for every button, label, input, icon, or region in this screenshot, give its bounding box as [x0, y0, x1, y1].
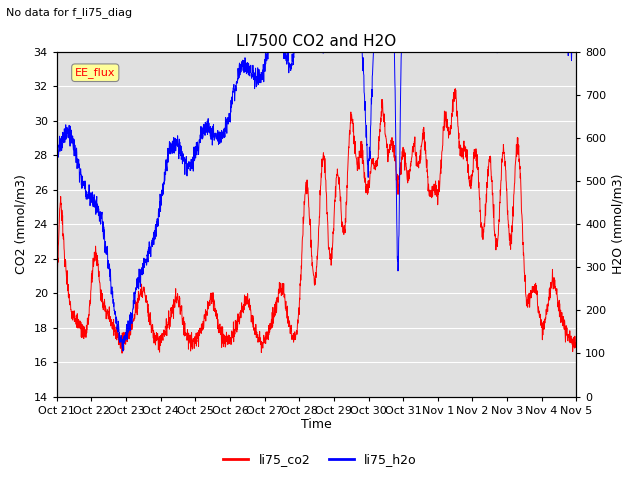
Title: LI7500 CO2 and H2O: LI7500 CO2 and H2O — [236, 34, 397, 49]
li75_h2o — [119, 348, 127, 354]
X-axis label: Time: Time — [301, 419, 332, 432]
li75_co2 — [451, 86, 459, 92]
Text: No data for f_li75_diag: No data for f_li75_diag — [6, 7, 132, 18]
li75_co2 — [572, 343, 580, 348]
li75_co2 — [468, 180, 476, 186]
li75_co2 — [541, 315, 549, 321]
li75_h2o — [572, 49, 580, 55]
li75_h2o — [332, 49, 340, 55]
li75_h2o — [343, 49, 351, 55]
li75_h2o — [468, 49, 476, 55]
Y-axis label: H2O (mmol/m3): H2O (mmol/m3) — [612, 174, 625, 275]
Legend: li75_co2, li75_h2o: li75_co2, li75_h2o — [218, 448, 422, 471]
Text: EE_flux: EE_flux — [75, 67, 115, 78]
li75_co2 — [332, 184, 339, 190]
li75_co2 — [527, 288, 534, 293]
li75_co2 — [118, 350, 126, 356]
Line: li75_co2: li75_co2 — [57, 89, 576, 353]
Y-axis label: CO2 (mmol/m3): CO2 (mmol/m3) — [15, 174, 28, 274]
li75_h2o — [198, 125, 205, 131]
li75_co2 — [343, 197, 351, 203]
li75_h2o — [53, 157, 61, 163]
li75_h2o — [527, 49, 534, 55]
li75_co2 — [53, 285, 61, 291]
li75_h2o — [541, 49, 549, 55]
li75_co2 — [198, 321, 205, 327]
li75_h2o — [263, 49, 271, 55]
Line: li75_h2o: li75_h2o — [57, 52, 576, 351]
